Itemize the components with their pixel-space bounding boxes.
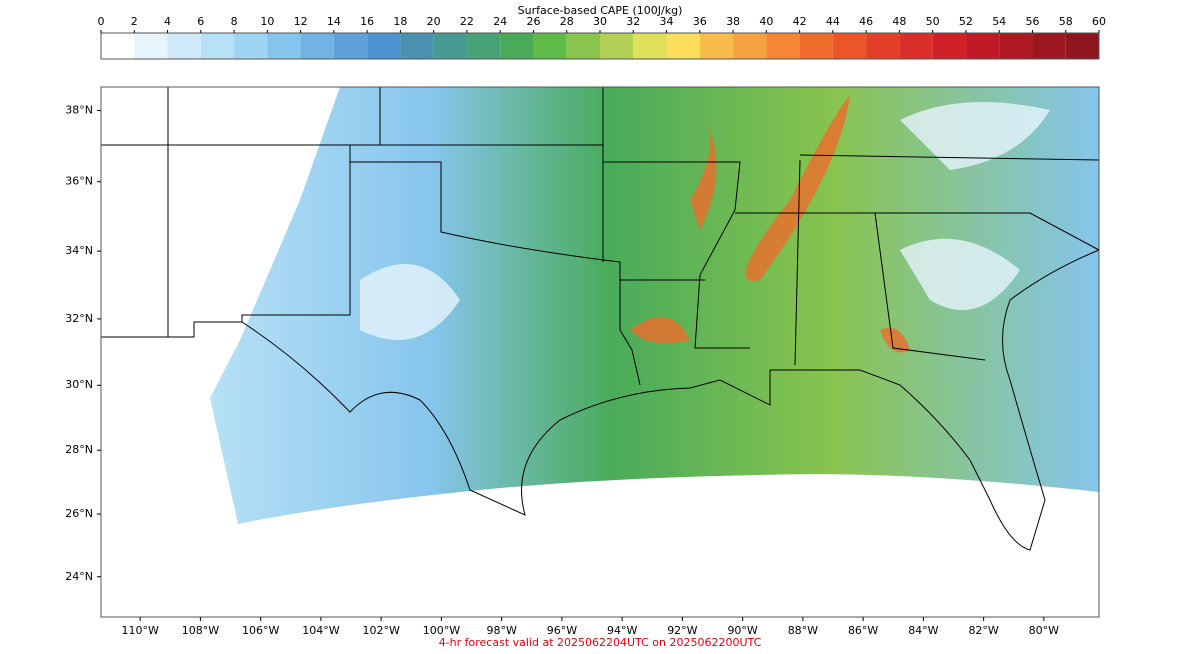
colorbar-tick-label: 42 (793, 15, 807, 28)
lon-tick-label: 102°W (362, 624, 399, 637)
lat-tick-label: 34°N (65, 244, 93, 257)
lat-tick-label: 32°N (65, 312, 93, 325)
lat-tick-label: 36°N (65, 175, 93, 188)
colorbar-bin (300, 33, 334, 59)
lat-tick-label: 24°N (65, 570, 93, 583)
coastline (241, 249, 1100, 551)
colorbar-tick-label: 16 (360, 15, 374, 28)
colorbar-bin (766, 33, 800, 59)
cape-maximum (630, 95, 910, 353)
colorbar-tick-label: 32 (626, 15, 640, 28)
cape-minimum (360, 102, 1050, 340)
colorbar-tick-label: 14 (327, 15, 341, 28)
lon-tick-label: 96°W (547, 624, 577, 637)
colorbar-bin (267, 33, 301, 59)
colorbar-bin (932, 33, 966, 59)
colorbar-bin (466, 33, 501, 59)
colorbar-tick-label: 54 (992, 15, 1006, 28)
colorbar-tick-label: 36 (693, 15, 707, 28)
colorbar-bin (1032, 33, 1066, 59)
colorbar-bin (333, 33, 368, 59)
colorbar-bin (733, 33, 767, 59)
colorbar-tick-label: 58 (1059, 15, 1073, 28)
colorbar-bin (899, 33, 933, 59)
lon-tick-label: 86°W (848, 624, 878, 637)
borders (101, 87, 1100, 551)
lat-tick-label: 28°N (65, 443, 93, 456)
colorbar-bin (999, 33, 1033, 59)
lon-tick-label: 82°W (968, 624, 998, 637)
lon-tick-label: 110°W (121, 624, 158, 637)
colorbar-tick-label: 22 (460, 15, 474, 28)
colorbar-tick-label: 2 (131, 15, 138, 28)
lon-tick-label: 88°W (788, 624, 818, 637)
colorbar-tick-label: 24 (493, 15, 507, 28)
lon-tick-label: 84°W (908, 624, 938, 637)
colorbar-bin (799, 33, 833, 59)
state-border (101, 144, 351, 338)
colorbar-tick-label: 34 (660, 15, 674, 28)
colorbar-bin (200, 33, 235, 59)
lon-tick-label: 108°W (182, 624, 219, 637)
colorbar-bin (965, 33, 1000, 59)
colorbar: 0 2 4 6 8 10 12 14 16 18 20 22 24 26 28 30 32 34 36 38 40 42 4… (98, 15, 1106, 60)
lon-tick-label: 106°W (242, 624, 279, 637)
colorbar-bin (1065, 33, 1099, 59)
colorbar-tick-label: 10 (260, 15, 274, 28)
state-border (602, 145, 1100, 366)
colorbar-tick-label: 28 (560, 15, 574, 28)
colorbar-bin (832, 33, 867, 59)
colorbar-tick-label: 26 (526, 15, 540, 28)
lat-tick-label: 38°N (65, 104, 93, 117)
colorbar-tick-label: 40 (759, 15, 773, 28)
lon-tick-label: 94°W (607, 624, 637, 637)
lat-tick-label: 30°N (65, 378, 93, 391)
lon-tick-label: 80°W (1029, 624, 1059, 637)
colorbar-tick-label: 18 (393, 15, 407, 28)
colorbar-tick-label: 20 (427, 15, 441, 28)
colorbar-bin (600, 33, 634, 59)
colorbar-bin (633, 33, 667, 59)
colorbar-bin (666, 33, 700, 59)
lon-tick-label: 100°W (423, 624, 460, 637)
colorbar-tick-label: 38 (726, 15, 740, 28)
colorbar-bin (367, 33, 401, 59)
colorbar-bin (433, 33, 467, 59)
colorbar-tick-label: 12 (294, 15, 308, 28)
colorbar-tick-label: 48 (892, 15, 906, 28)
colorbar-tick-label: 0 (98, 15, 105, 28)
colorbar-bin (866, 33, 900, 59)
lon-tick-label: 90°W (727, 624, 757, 637)
colorbar-bin (234, 33, 268, 59)
colorbar-tick-label: 56 (1025, 15, 1039, 28)
lon-tick-label: 92°W (667, 624, 697, 637)
lat-tick-label: 26°N (65, 507, 93, 520)
colorbar-tick-label: 44 (826, 15, 840, 28)
colorbar-tick-label: 4 (164, 15, 171, 28)
colorbar-bin (134, 33, 168, 59)
colorbar-bin (400, 33, 434, 59)
colorbar-tick-label: 52 (959, 15, 973, 28)
colorbar-tick-label: 50 (926, 15, 940, 28)
lon-tick-label: 104°W (302, 624, 339, 637)
colorbar-label: Surface-based CAPE (100J/kg) (518, 4, 683, 17)
colorbar-tick-label: 60 (1092, 15, 1106, 28)
footer-text: 4-hr forecast valid at 2025062204UTC on … (439, 636, 762, 649)
colorbar-tick-label: 46 (859, 15, 873, 28)
map-field (210, 87, 1099, 524)
map-frame (100, 86, 1100, 618)
map-axes: 24°N 26°N 28°N 30°N 32°N 34°N 36°N 38°N 110°W 108… (65, 104, 1059, 637)
colorbar-tick-label: 8 (231, 15, 238, 28)
colorbar-tick-label: 6 (197, 15, 204, 28)
colorbar-bin (699, 33, 734, 59)
lon-tick-label: 98°W (486, 624, 516, 637)
colorbar-bin (101, 33, 135, 59)
colorbar-tick-label: 30 (593, 15, 607, 28)
colorbar-bin (167, 33, 201, 59)
colorbar-bin (566, 33, 600, 59)
colorbar-bin (533, 33, 567, 59)
colorbar-bin (500, 33, 534, 59)
